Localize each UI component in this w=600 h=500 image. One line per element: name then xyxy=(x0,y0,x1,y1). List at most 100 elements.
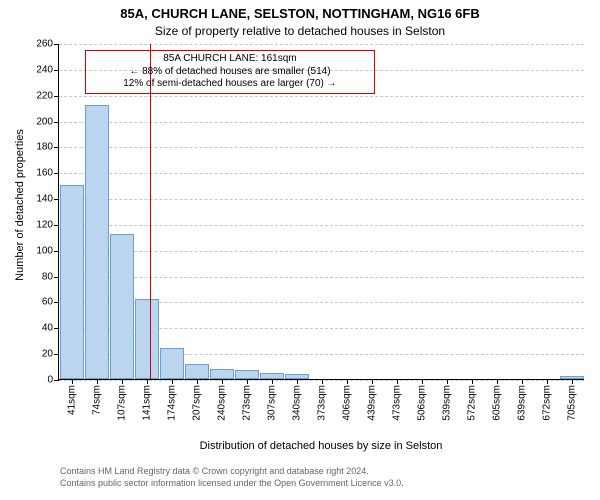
x-tick-label: 705sqm xyxy=(567,385,578,421)
gridline xyxy=(59,96,584,97)
x-tick xyxy=(547,379,548,384)
x-tick-label: 240sqm xyxy=(216,385,227,421)
y-tick xyxy=(54,173,59,174)
x-tick-label: 307sqm xyxy=(266,385,277,421)
x-tick-label: 572sqm xyxy=(467,385,478,421)
bar xyxy=(135,299,159,379)
x-tick xyxy=(497,379,498,384)
x-tick xyxy=(397,379,398,384)
y-tick-label: 60 xyxy=(42,297,53,308)
x-tick-label: 406sqm xyxy=(342,385,353,421)
x-tick-label: 107sqm xyxy=(116,385,127,421)
chart-container: 85A, CHURCH LANE, SELSTON, NOTTINGHAM, N… xyxy=(0,0,600,500)
x-tick xyxy=(222,379,223,384)
y-tick xyxy=(54,251,59,252)
y-tick-label: 220 xyxy=(36,90,53,101)
bar xyxy=(235,370,259,379)
y-tick-label: 140 xyxy=(36,194,53,205)
y-tick-label: 80 xyxy=(42,271,53,282)
bar xyxy=(160,348,184,379)
x-tick-label: 41sqm xyxy=(66,385,77,415)
x-tick xyxy=(247,379,248,384)
y-tick xyxy=(54,70,59,71)
x-tick-label: 207sqm xyxy=(191,385,202,421)
y-tick-label: 120 xyxy=(36,219,53,230)
bar xyxy=(210,369,234,379)
x-tick xyxy=(297,379,298,384)
x-tick xyxy=(97,379,98,384)
x-tick xyxy=(197,379,198,384)
x-tick xyxy=(72,379,73,384)
x-tick xyxy=(422,379,423,384)
annotation-line: 85A CHURCH LANE: 161sqm xyxy=(92,53,367,66)
y-tick xyxy=(54,380,59,381)
y-tick xyxy=(54,225,59,226)
x-tick-label: 473sqm xyxy=(392,385,403,421)
x-tick xyxy=(147,379,148,384)
y-tick xyxy=(54,277,59,278)
x-tick-label: 74sqm xyxy=(91,385,102,415)
x-tick xyxy=(322,379,323,384)
x-tick-label: 174sqm xyxy=(166,385,177,421)
plot-area: 02040608010012014016018020022024026041sq… xyxy=(58,44,584,380)
x-tick-label: 340sqm xyxy=(291,385,302,421)
footer-line1: Contains HM Land Registry data © Crown c… xyxy=(60,466,369,476)
x-tick-label: 373sqm xyxy=(317,385,328,421)
footer-line2: Contains public sector information licen… xyxy=(60,478,404,488)
x-tick-label: 506sqm xyxy=(417,385,428,421)
bar xyxy=(110,234,134,379)
x-tick xyxy=(472,379,473,384)
x-tick-label: 605sqm xyxy=(492,385,503,421)
x-tick xyxy=(572,379,573,384)
y-tick-label: 260 xyxy=(36,39,53,50)
x-tick xyxy=(122,379,123,384)
y-tick xyxy=(54,147,59,148)
annotation-line: ← 88% of detached houses are smaller (51… xyxy=(92,66,367,79)
x-tick-label: 539sqm xyxy=(442,385,453,421)
bar xyxy=(60,185,84,379)
x-tick xyxy=(347,379,348,384)
x-tick-label: 439sqm xyxy=(367,385,378,421)
x-tick-label: 639sqm xyxy=(517,385,528,421)
y-tick xyxy=(54,44,59,45)
annotation-box: 85A CHURCH LANE: 161sqm← 88% of detached… xyxy=(85,50,374,94)
gridline xyxy=(59,122,584,123)
gridline xyxy=(59,225,584,226)
gridline xyxy=(59,173,584,174)
x-axis-label: Distribution of detached houses by size … xyxy=(58,440,584,452)
x-tick xyxy=(447,379,448,384)
x-tick-label: 672sqm xyxy=(542,385,553,421)
y-tick xyxy=(54,199,59,200)
gridline xyxy=(59,147,584,148)
y-tick-label: 20 xyxy=(42,349,53,360)
bar xyxy=(85,105,109,379)
y-tick-label: 40 xyxy=(42,323,53,334)
gridline xyxy=(59,199,584,200)
gridline xyxy=(59,44,584,45)
y-tick xyxy=(54,96,59,97)
annotation-line: 12% of semi-detached houses are larger (… xyxy=(92,78,367,91)
y-tick-label: 200 xyxy=(36,116,53,127)
x-tick-label: 141sqm xyxy=(141,385,152,421)
gridline xyxy=(59,277,584,278)
y-tick xyxy=(54,302,59,303)
y-tick-label: 180 xyxy=(36,142,53,153)
y-tick-label: 100 xyxy=(36,245,53,256)
x-tick-label: 273sqm xyxy=(241,385,252,421)
chart-title-line2: Size of property relative to detached ho… xyxy=(0,24,600,38)
x-tick xyxy=(372,379,373,384)
y-tick xyxy=(54,122,59,123)
gridline xyxy=(59,251,584,252)
y-tick xyxy=(54,328,59,329)
y-axis-label: Number of detached properties xyxy=(14,40,26,370)
x-tick xyxy=(522,379,523,384)
y-tick xyxy=(54,354,59,355)
x-tick xyxy=(172,379,173,384)
y-tick-label: 160 xyxy=(36,168,53,179)
marker-line xyxy=(150,44,151,379)
bar xyxy=(185,364,209,380)
x-tick xyxy=(272,379,273,384)
y-tick-label: 240 xyxy=(36,64,53,75)
chart-title-line1: 85A, CHURCH LANE, SELSTON, NOTTINGHAM, N… xyxy=(0,6,600,21)
y-tick-label: 0 xyxy=(47,375,53,386)
